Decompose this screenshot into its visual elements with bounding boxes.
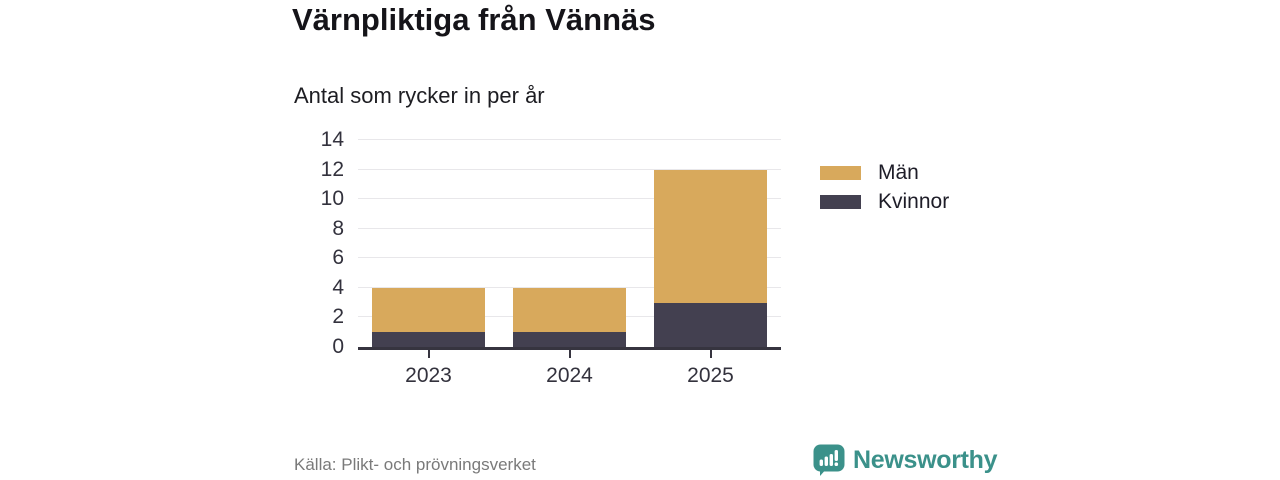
legend-item: Kvinnor [820, 187, 949, 216]
bar-segment-kvinnor [372, 332, 485, 347]
x-axis-tick [709, 350, 712, 358]
y-axis-tick-label: 8 [332, 216, 344, 240]
x-axis-tick-label: 2024 [546, 364, 593, 387]
legend: Män Kvinnor [820, 158, 949, 216]
stacked-bar [654, 169, 767, 347]
y-axis-tick-label: 10 [320, 187, 344, 211]
y-axis-tick-label: 4 [332, 275, 344, 299]
legend-label: Män [878, 160, 919, 184]
x-axis-tick-label: 2025 [687, 364, 734, 387]
legend-label: Kvinnor [878, 189, 950, 213]
source-note: Källa: Plikt- och prövningsverket [294, 455, 536, 474]
bar-segment-män [654, 169, 767, 303]
x-axis-tick [568, 350, 571, 358]
legend-swatch [820, 165, 861, 180]
stacked-bar [513, 287, 626, 347]
x-axis-tick-label: 2023 [405, 364, 452, 387]
bar-slot [358, 140, 499, 347]
bar-slot [499, 140, 640, 347]
brand-logo[interactable]: Newsworthy [812, 443, 998, 477]
gridline [358, 139, 781, 140]
bar-segment-män [372, 287, 485, 333]
bar-slots [358, 140, 781, 347]
y-axis-tick-label: 12 [320, 157, 344, 181]
chart-title: Värnpliktiga från Vännäs [292, 2, 656, 37]
legend-swatch [820, 194, 861, 209]
y-axis-tick-label: 14 [320, 128, 344, 151]
gridline [358, 168, 781, 170]
bar-segment-kvinnor [513, 332, 626, 347]
bar-segment-kvinnor [654, 302, 767, 347]
gridline [358, 257, 781, 259]
y-axis-tick-label: 2 [332, 305, 344, 329]
y-axis-tick-label: 0 [332, 335, 344, 358]
newsworthy-icon [813, 444, 845, 476]
legend-item: Män [820, 158, 949, 187]
brand-name: Newsworthy [853, 445, 998, 474]
y-axis-tick-label: 6 [332, 246, 344, 270]
stacked-bar [372, 287, 485, 347]
bar-slot [640, 140, 781, 347]
gridline [358, 286, 781, 288]
gridline [358, 227, 781, 229]
plot-area: 0 2 4 6 8 10 12 14 2023 2024 2025 [321, 128, 781, 387]
bar-segment-män [513, 287, 626, 333]
gridline [358, 198, 781, 200]
chart-subtitle: Antal som rycker in per år [294, 83, 545, 108]
x-axis-tick [427, 350, 430, 358]
